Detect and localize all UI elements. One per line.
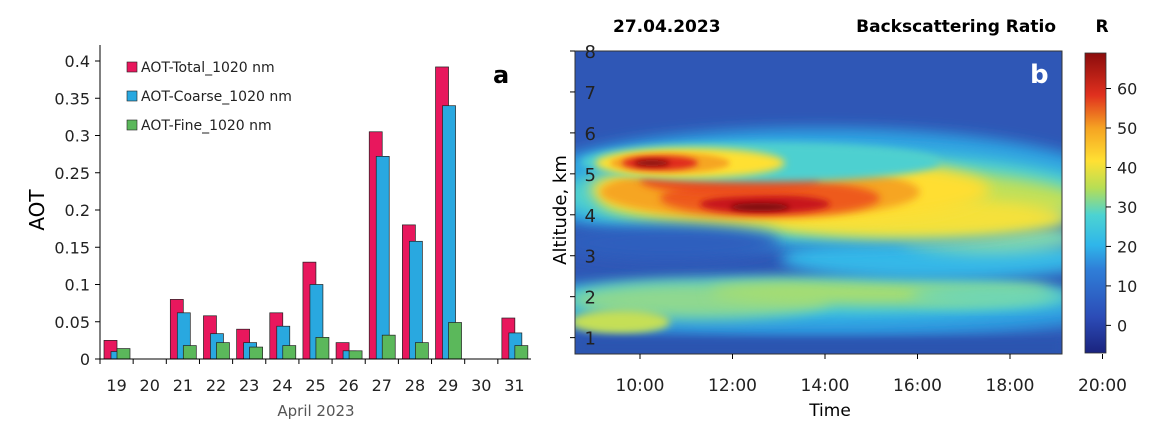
panel-b-title: Backscattering Ratio <box>856 17 1056 37</box>
x-tick-label: 28 <box>405 376 425 395</box>
y-tick-label: 3 <box>585 247 596 268</box>
x-tick-label: 22 <box>206 376 226 395</box>
panel-a-label: a <box>493 61 509 89</box>
y-tick-label: 6 <box>585 124 596 145</box>
bar-fine-29 <box>448 322 462 360</box>
panel-a-legend: AOT-Total_1020 nm AOT-Coarse_1020 nm AOT-F… <box>126 60 292 134</box>
panel-a-y-ticks: 0 0.05 0.1 0.15 0.2 0.25 0.3 0.35 0.4 <box>54 52 100 369</box>
y-tick-label: 0.3 <box>65 127 90 146</box>
colorbar-label: R <box>1095 17 1108 37</box>
y-tick-label: 0.15 <box>54 238 90 257</box>
heatmap-field <box>575 51 1062 354</box>
y-tick-label: 1 <box>585 329 596 350</box>
legend-swatch <box>126 90 138 102</box>
panel-b-title-date: 27.04.2023 <box>613 17 721 37</box>
y-tick-label: 0 <box>80 350 90 369</box>
bar-fine-22 <box>216 342 230 360</box>
bar-fine-25 <box>315 337 330 360</box>
legend-swatch <box>126 61 138 73</box>
y-tick-label: 0.25 <box>54 164 90 183</box>
bar-coarse-27 <box>375 156 390 360</box>
y-tick-label: 7 <box>585 83 596 104</box>
bar-fine-24 <box>282 345 297 360</box>
x-tick-label: 12:00 <box>708 376 757 396</box>
x-tick-label: 25 <box>305 376 325 395</box>
bar-fine-31 <box>514 345 529 360</box>
y-tick-label: 8 <box>585 42 596 63</box>
colorbar-ticks: 0 10 20 30 40 50 60 <box>1106 80 1137 335</box>
colorbar-tick-label: 60 <box>1117 80 1137 99</box>
x-tick-label: 26 <box>338 376 358 395</box>
x-tick-label: 20:00 <box>1078 376 1127 396</box>
x-tick-label: 31 <box>504 376 524 395</box>
bar-coarse-29 <box>442 105 456 360</box>
y-tick-label: 0.05 <box>54 313 90 332</box>
colorbar-tick-label: 50 <box>1117 119 1137 138</box>
panel-a-x-axis-title: April 2023 <box>277 402 354 420</box>
panel-a-bars <box>103 66 529 360</box>
bar-fine-23 <box>249 346 263 360</box>
heatmap-frame <box>574 50 1063 355</box>
colorbar-tick-label: 20 <box>1117 237 1137 256</box>
panel-a-x-ticks: 19 20 21 22 23 24 25 26 27 28 29 30 31 <box>99 359 525 395</box>
bar-fine-28 <box>415 342 429 360</box>
x-tick-label: 20 <box>140 376 160 395</box>
x-tick-label: 19 <box>106 376 126 395</box>
colorbar-tick-label: 30 <box>1117 198 1137 217</box>
y-tick-label: 0.35 <box>54 89 90 108</box>
panel-a-bar-chart: AOT 0 0.05 0.1 0.15 0.2 0.25 0.3 0.35 0.4 19 20 21… <box>25 45 531 420</box>
panel-b-label: b <box>1030 60 1049 90</box>
colorbar-tick-label: 10 <box>1117 277 1137 296</box>
x-tick-label: 10:00 <box>616 376 665 396</box>
panel-b-x-axis-title: Time <box>808 401 851 421</box>
legend-label: AOT-Fine_1020 nm <box>141 118 272 134</box>
y-tick-label: 0.4 <box>65 52 90 71</box>
bar-fine-27 <box>381 334 396 360</box>
y-tick-label: 4 <box>585 206 596 227</box>
x-tick-label: 21 <box>173 376 193 395</box>
y-tick-label: 5 <box>585 165 596 186</box>
x-tick-label: 30 <box>471 376 491 395</box>
x-tick-label: 14:00 <box>801 376 850 396</box>
y-tick-label: 0.2 <box>65 201 90 220</box>
bar-fine-26 <box>348 350 363 360</box>
panel-b-y-ticks: 1 2 3 4 5 6 7 8 <box>570 42 596 350</box>
colorbar-tick-label: 40 <box>1117 158 1137 177</box>
legend-swatch <box>126 119 138 131</box>
y-tick-label: 2 <box>585 288 596 309</box>
bar-fine-19 <box>116 348 131 360</box>
bar-coarse-28 <box>409 240 423 360</box>
panel-b-x-ticks: 10:00 12:00 14:00 16:00 18:00 20:00 <box>616 354 1127 396</box>
panel-b-y-axis-title: Altitude, km <box>550 155 571 265</box>
x-tick-label: 27 <box>372 376 392 395</box>
legend-label: AOT-Coarse_1020 nm <box>141 89 292 105</box>
legend-label: AOT-Total_1020 nm <box>141 60 275 76</box>
colorbar-tick-label: 0 <box>1117 316 1127 335</box>
panel-b-heatmap: 27.04.2023 Backscattering Ratio R <box>550 17 1137 421</box>
bar-fine-21 <box>182 345 197 360</box>
x-tick-label: 16:00 <box>893 376 942 396</box>
x-tick-label: 18:00 <box>986 376 1035 396</box>
panel-a-y-axis-title: AOT <box>25 189 49 231</box>
x-tick-label: 23 <box>239 376 259 395</box>
y-tick-label: 0.1 <box>65 276 90 295</box>
x-tick-label: 24 <box>272 376 292 395</box>
x-tick-label: 29 <box>438 376 458 395</box>
colorbar <box>1084 52 1107 354</box>
